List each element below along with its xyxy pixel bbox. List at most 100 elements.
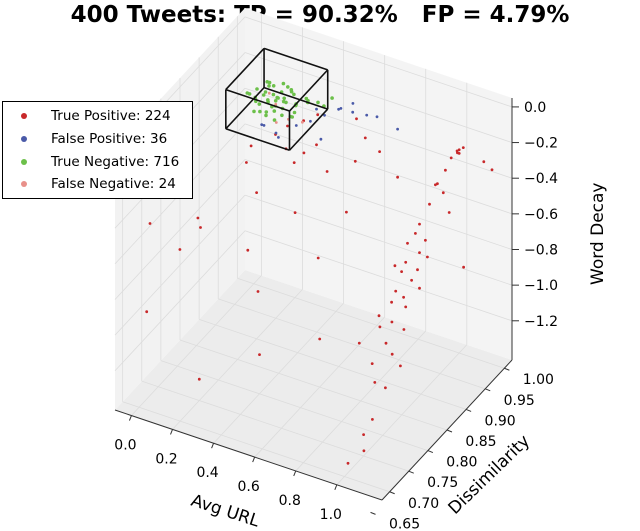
chart-title: 400 Tweets: TP = 90.32% FP = 4.79% <box>70 2 570 28</box>
data-point-true-negative <box>255 87 259 91</box>
data-point-true-negative <box>264 113 268 118</box>
data-point-true-positive <box>199 226 202 229</box>
x-tick-mark <box>252 456 256 463</box>
data-point-true-positive <box>396 175 399 179</box>
data-point-true-negative <box>264 110 269 114</box>
x-tick-mark <box>293 470 297 477</box>
data-point-false-positive <box>309 119 312 123</box>
data-point-true-positive <box>378 150 381 154</box>
green-dot-icon <box>21 159 27 165</box>
data-point-true-positive <box>357 341 361 345</box>
data-point-false-negative <box>301 120 304 124</box>
highlight-box-edge <box>263 86 328 110</box>
data-point-false-positive <box>375 115 379 119</box>
data-point-false-positive <box>277 136 280 139</box>
data-point-true-positive <box>406 241 409 245</box>
z-tick-label: −1.2 <box>524 314 558 330</box>
data-point-true-negative <box>252 109 256 114</box>
data-point-true-positive <box>371 418 374 421</box>
data-point-false-negative <box>274 121 278 124</box>
z-tick-label: −1.0 <box>524 278 558 294</box>
data-point-true-positive <box>249 144 253 148</box>
data-point-true-negative <box>263 90 268 94</box>
data-point-true-negative <box>271 84 276 88</box>
data-point-true-positive <box>345 210 348 214</box>
data-point-true-positive <box>462 265 465 269</box>
data-point-true-positive <box>402 328 406 331</box>
gridline-z <box>244 52 513 143</box>
data-point-true-negative <box>290 115 295 119</box>
data-point-true-positive <box>363 136 367 140</box>
data-point-true-positive <box>416 268 419 272</box>
data-point-true-negative <box>286 85 290 89</box>
gridline-z <box>244 16 513 108</box>
data-point-true-negative <box>267 80 272 85</box>
data-point-true-positive <box>400 270 403 273</box>
y-tick-label: 0.75 <box>427 475 458 491</box>
y-tick-mark <box>504 367 510 371</box>
data-point-true-positive <box>258 353 261 356</box>
data-point-true-negative <box>273 99 278 103</box>
data-point-true-positive <box>197 377 201 381</box>
z-axis-label: Word Decay <box>588 183 608 285</box>
legend-label: False Positive: 36 <box>51 131 168 147</box>
data-point-true-negative <box>258 109 262 114</box>
data-point-true-positive <box>145 310 149 314</box>
x-tick-mark <box>128 415 132 421</box>
data-point-false-positive <box>337 107 340 111</box>
data-point-true-negative <box>292 110 297 115</box>
data-point-true-positive <box>378 325 382 329</box>
data-point-true-positive <box>424 238 427 242</box>
data-point-true-positive <box>316 113 320 117</box>
highlight-box-edge <box>263 47 328 71</box>
legend-label: True Negative: 716 <box>51 154 180 170</box>
data-point-true-positive <box>302 151 306 155</box>
data-point-false-positive <box>262 124 266 127</box>
data-point-false-positive <box>260 123 264 126</box>
data-point-true-positive <box>292 161 296 165</box>
data-point-true-positive <box>418 286 421 290</box>
data-point-true-positive <box>148 222 152 225</box>
data-point-true-positive <box>393 264 397 268</box>
x-tick-mark <box>334 484 338 490</box>
salmon-dot-icon <box>21 181 27 187</box>
data-point-true-positive <box>353 159 357 163</box>
legend-label: False Negative: 24 <box>51 176 176 192</box>
data-point-true-negative <box>330 96 334 100</box>
y-tick-label: 0.80 <box>446 455 477 471</box>
x-tick-mark <box>170 429 173 435</box>
data-point-false-positive <box>351 110 355 114</box>
data-point-true-negative <box>272 109 277 113</box>
legend: True Positive: 224 False Positive: 36 Tr… <box>2 101 193 199</box>
data-point-true-negative <box>282 96 287 101</box>
x-tick-label: 0.6 <box>238 479 260 495</box>
y-tick-mark <box>485 388 491 392</box>
data-point-true-positive <box>410 278 413 282</box>
data-point-true-negative <box>316 100 320 105</box>
gridline-y <box>160 360 429 451</box>
data-point-false-positive <box>365 113 369 117</box>
y-tick-mark <box>465 408 472 412</box>
data-point-false-positive <box>315 107 318 111</box>
data-point-true-negative <box>276 96 280 100</box>
y-tick-mark <box>370 511 376 515</box>
z-tick-label: −0.6 <box>524 207 558 223</box>
z-tick-label: 0.0 <box>524 100 546 116</box>
data-point-true-negative <box>257 102 262 106</box>
data-point-true-positive <box>384 386 387 390</box>
data-point-true-positive <box>355 117 358 121</box>
data-point-true-positive <box>370 362 374 365</box>
data-point-true-positive <box>384 341 388 345</box>
data-point-false-positive <box>351 102 355 105</box>
data-point-true-positive <box>377 314 381 318</box>
gridline-z <box>114 230 246 372</box>
y-tick-label: 0.70 <box>408 496 439 512</box>
highlight-box <box>225 47 329 152</box>
data-point-true-positive <box>441 191 445 195</box>
highlight-box-edge <box>225 88 290 112</box>
z-tick-label: −0.2 <box>524 136 558 152</box>
y-tick-mark <box>446 429 453 433</box>
data-point-true-positive <box>490 168 494 172</box>
x-tick-label: 0.8 <box>279 493 301 509</box>
blue-dot-icon <box>21 136 27 142</box>
